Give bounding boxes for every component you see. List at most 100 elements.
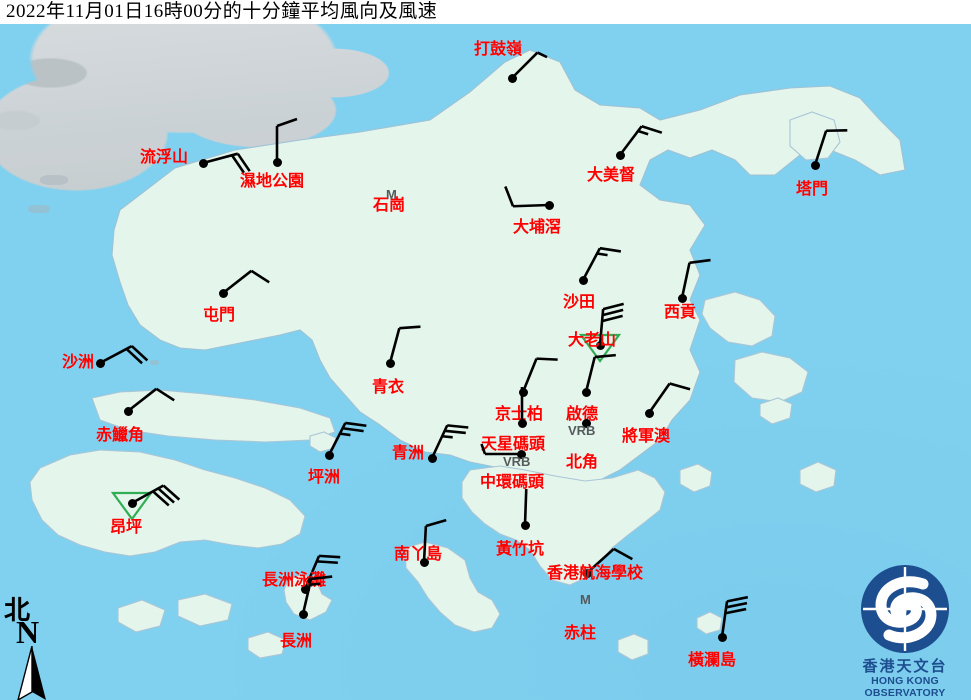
wind-barb-icon (813, 128, 848, 166)
station-name-label: 中環碼頭 (480, 474, 545, 491)
lamma-island-landmass (404, 541, 501, 633)
wind-barb-icon (511, 51, 548, 79)
station-dot-icon (419, 557, 429, 567)
station-name-label: 北角 (566, 454, 599, 471)
wind-barb-icon (127, 387, 175, 413)
station-name-label: 天星碼頭 (481, 436, 546, 453)
islet-small-landmass (117, 599, 166, 633)
station-dot-icon (581, 387, 591, 397)
wind-barb-icon (647, 382, 691, 414)
station-name-label: 大埔滘 (513, 219, 562, 236)
islet-speck (40, 175, 68, 185)
wind-barb-icon (480, 443, 521, 456)
station-dot-icon (385, 358, 395, 368)
wind-barb-icon (222, 269, 270, 295)
wind-barb-icon (202, 152, 251, 174)
page-title: 2022年11月01日16時00分的十分鐘平均風向及風速 (6, 1, 438, 22)
station-dot-icon (582, 568, 592, 578)
compass-rose: 北 N (2, 590, 72, 700)
station-name-label: 赤柱 (564, 625, 597, 642)
wind-barb-icon (598, 302, 624, 346)
wind-barb-icon (303, 554, 341, 590)
station-dot-icon (198, 158, 208, 168)
highland-station-triangle-icon (111, 491, 153, 521)
wind-barb-icon (523, 488, 528, 526)
wind-barb-icon (680, 258, 711, 299)
ninepin-islands-landmass (799, 461, 837, 493)
islet-south-lantau-landmass (177, 593, 233, 627)
station-name-label: 長洲 (280, 633, 313, 650)
tap-mun-landmass (789, 111, 841, 161)
station-dot-icon (127, 498, 137, 508)
high-island-landmass (733, 351, 809, 403)
wind-barb-icon (422, 518, 447, 563)
station-dot-icon (517, 418, 527, 428)
station-name-label: 石崗 (373, 197, 406, 214)
wind-barb-icon (504, 186, 550, 208)
station-dot-icon (507, 73, 517, 83)
station-dot-icon (300, 584, 310, 594)
station-name-label: 青洲 (392, 445, 425, 462)
missing-data-note: M (386, 187, 397, 202)
station-dot-icon (218, 288, 228, 298)
po-toi-landmass (617, 633, 649, 661)
station-name-label: 濕地公園 (240, 173, 305, 190)
soko-islands-landmass (247, 631, 287, 659)
wind-barb-icon (430, 424, 469, 459)
station-name-label: 沙洲 (62, 354, 95, 371)
station-name-label: 橫瀾島 (688, 652, 737, 669)
variable-wind-note: VRB (568, 423, 596, 438)
wind-barb-icon (521, 357, 558, 393)
station-name-label: 沙田 (563, 294, 596, 311)
station-name-label: 大老山 (568, 332, 617, 349)
waglan-islet-landmass (696, 611, 723, 635)
compass-label-en: N (16, 614, 40, 650)
wind-barb-icon (520, 387, 524, 423)
hko-emblem-icon (861, 565, 949, 653)
station-dot-icon (615, 150, 625, 160)
station-dot-icon (298, 609, 308, 619)
station-name-label: 塔門 (796, 181, 829, 198)
station-dot-icon (810, 160, 820, 170)
wind-barb-icon (584, 353, 616, 393)
sai-kung-islands-landmass (701, 291, 776, 347)
hko-logo: 香港天文台 HONG KONG OBSERVATORY (845, 565, 965, 699)
wind-barb-icon (388, 325, 421, 364)
outlying-island-landmass (759, 397, 793, 425)
station-dot-icon (644, 408, 654, 418)
station-dot-icon (427, 453, 437, 463)
islet-speck (28, 205, 50, 213)
wind-barb-icon (327, 421, 367, 456)
station-name-label: 昂坪 (110, 519, 143, 536)
station-dot-icon (717, 632, 727, 642)
wind-barb-icon (275, 117, 298, 162)
station-name-label: 黃竹坑 (496, 541, 545, 558)
station-dot-icon (544, 200, 554, 210)
compass-label-cn: 北 (4, 596, 31, 625)
station-name-label: 屯門 (203, 307, 236, 324)
station-dot-icon (578, 275, 588, 285)
station-dot-icon (272, 157, 282, 167)
missing-data-note: M (580, 592, 591, 607)
chek-lap-kok-landmass (91, 389, 336, 443)
compass-needle-icon (17, 646, 46, 700)
station-name-label: 大美督 (587, 167, 636, 184)
station-dot-icon (581, 418, 591, 428)
wind-barb-icon (301, 575, 333, 615)
tung-lung-landmass (679, 463, 713, 493)
station-name-label: 西貢 (664, 304, 697, 321)
station-name-label: 南丫島 (394, 546, 443, 563)
wind-barb-icon (131, 484, 181, 507)
wind-barb-icon (618, 125, 663, 156)
station-name-label: 打鼓嶺 (474, 41, 523, 58)
hko-name-en: HONG KONG OBSERVATORY (864, 675, 946, 699)
station-dot-icon (95, 358, 105, 368)
station-name-label: 香港航海學校 (547, 565, 644, 582)
wind-barb-icon (99, 344, 149, 365)
station-name-label: 流浮山 (140, 149, 189, 166)
station-name-label: 啟德 (566, 406, 599, 423)
station-name-label: 赤鱲角 (96, 427, 145, 444)
station-name-label: 將軍澳 (622, 428, 671, 445)
